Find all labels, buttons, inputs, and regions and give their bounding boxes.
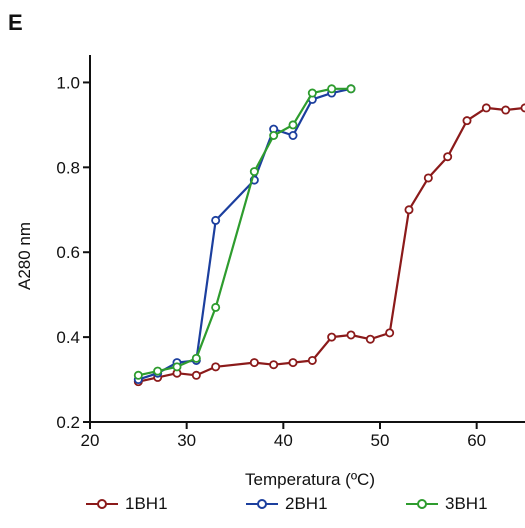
line-chart: 0.2 0.4 0.6 0.8 1.0 20 30 40 50 60 Temperatura (º… [15, 55, 525, 489]
legend-item-2bh1: 2BH1 [245, 494, 328, 514]
legend-label-3bh1: 3BH1 [445, 494, 488, 513]
data-point-3bh1 [172, 362, 182, 372]
y-tick-label: 0.8 [56, 158, 80, 177]
series-layer [133, 84, 525, 387]
x-tick-label: 40 [274, 431, 293, 450]
legend-marker-3bh1 [406, 499, 438, 509]
data-point-3bh1 [288, 120, 298, 130]
series-1bh1 [133, 103, 525, 387]
axes: 0.2 0.4 0.6 0.8 1.0 20 30 40 50 60 [56, 55, 525, 450]
data-point-1bh1 [365, 334, 375, 344]
data-point-1bh1 [404, 205, 414, 215]
series-line-2bh1 [137, 87, 352, 381]
data-point-1bh1 [385, 328, 395, 338]
legend-marker-1bh1 [86, 499, 118, 509]
x-tick-label: 20 [81, 431, 100, 450]
y-tick-label: 1.0 [56, 73, 80, 92]
data-point-1bh1 [443, 152, 453, 162]
x-axis-label: Temperatura (ºC) [245, 470, 375, 489]
series-3bh1 [133, 84, 356, 380]
series-line-3bh1 [138, 87, 351, 377]
data-point-3bh1 [191, 353, 201, 363]
y-tick-label: 0.6 [56, 243, 80, 262]
data-point-3bh1 [249, 167, 259, 177]
x-tick-label: 50 [371, 431, 390, 450]
data-point-1bh1 [249, 358, 259, 368]
data-point-3bh1 [307, 88, 317, 98]
data-point-1bh1 [481, 103, 491, 113]
legend-marker-2bh1 [246, 499, 278, 509]
data-point-1bh1 [191, 370, 201, 380]
y-tick-label: 0.4 [56, 328, 80, 347]
x-tick-label: 60 [467, 431, 486, 450]
data-point-1bh1 [211, 362, 221, 372]
y-axis-label: A280 nm [15, 222, 34, 290]
data-point-1bh1 [346, 330, 356, 340]
data-point-1bh1 [288, 358, 298, 368]
data-point-3bh1 [346, 84, 356, 94]
legend-label-1bh1: 1BH1 [125, 494, 168, 513]
data-point-3bh1 [327, 84, 337, 94]
data-point-3bh1 [153, 366, 163, 376]
panel-label: E [8, 10, 23, 35]
data-point-1bh1 [520, 103, 525, 113]
legend-item-1bh1: 1BH1 [85, 494, 168, 514]
series-2bh1 [133, 84, 356, 385]
data-point-3bh1 [133, 370, 143, 380]
data-point-1bh1 [462, 116, 472, 126]
data-point-3bh1 [269, 130, 279, 140]
data-point-1bh1 [327, 332, 337, 342]
legend-item-3bh1: 3BH1 [405, 494, 488, 514]
data-point-1bh1 [307, 355, 317, 365]
y-tick-label: 0.2 [56, 413, 80, 432]
legend: 1BH1 2BH1 3BH1 [0, 492, 525, 522]
legend-label-2bh1: 2BH1 [285, 494, 328, 513]
data-point-1bh1 [423, 173, 433, 183]
x-tick-label: 30 [177, 431, 196, 450]
data-point-1bh1 [501, 105, 511, 115]
data-point-2bh1 [211, 215, 221, 225]
data-point-1bh1 [269, 360, 279, 370]
data-point-3bh1 [211, 302, 221, 312]
data-point-2bh1 [288, 130, 298, 140]
